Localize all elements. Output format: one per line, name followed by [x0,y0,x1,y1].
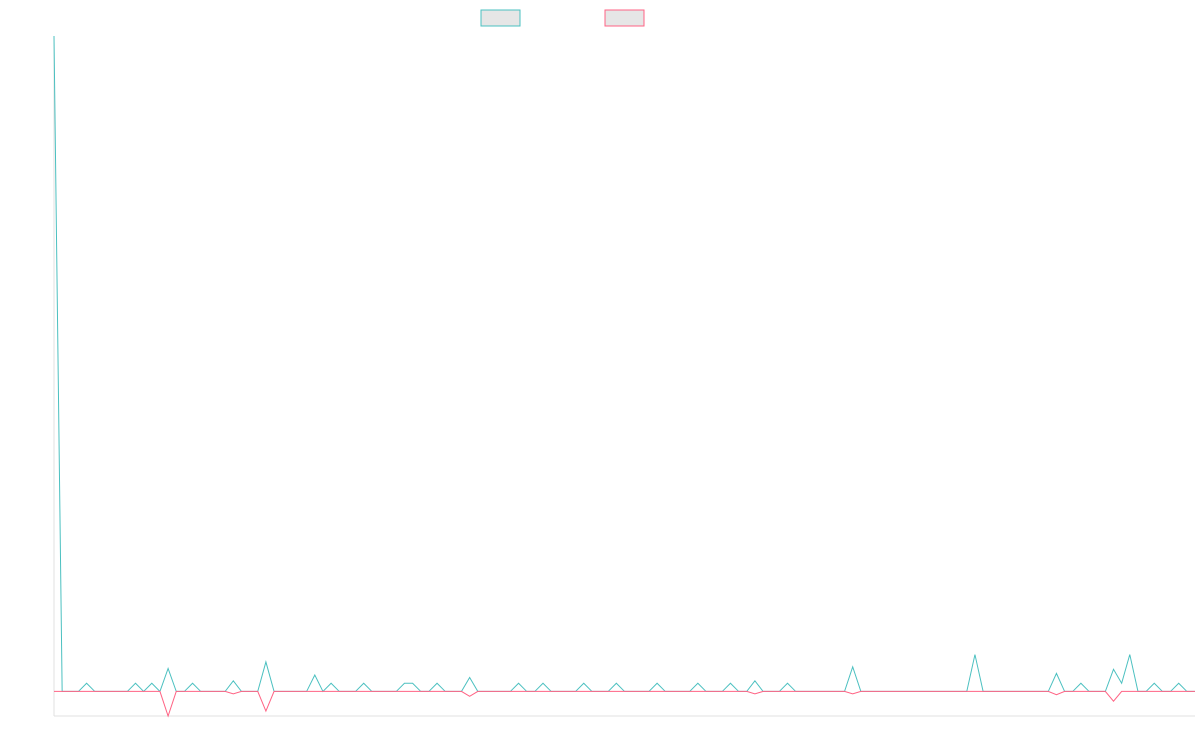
series-line [53,35,1195,693]
series-line [54,690,1195,718]
legend-swatch [604,9,645,27]
legend-swatch [480,9,521,27]
legend [480,9,645,27]
